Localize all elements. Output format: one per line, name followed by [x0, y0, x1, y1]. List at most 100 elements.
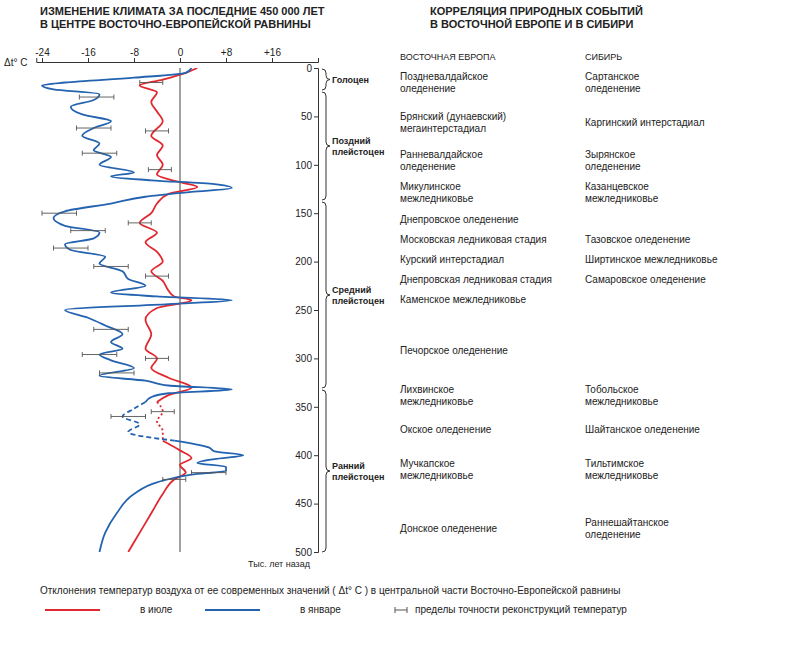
- event-label: Московская ледниковая стадия: [400, 234, 547, 245]
- error-bar-whisker: [82, 153, 117, 154]
- y-tick-label: 300: [295, 353, 312, 364]
- legend-label: в январе: [300, 604, 341, 615]
- y-tick: 400: [295, 450, 318, 461]
- y-tick: 450: [295, 498, 318, 509]
- legend-swatch: [45, 609, 100, 611]
- error-bar-cap: [116, 151, 117, 156]
- x-tick-mark: [180, 58, 181, 62]
- event-label-line: Мучкапское: [400, 458, 455, 469]
- event-label: Тильтимскоемежледниковье: [585, 458, 659, 481]
- event-label-line: межледниковье: [585, 396, 659, 407]
- event-label-line: Ширтинское межледниковье: [585, 254, 718, 265]
- event-label: Поздневалдайскоеоледенение: [400, 71, 489, 94]
- legend-label: пределы точности реконструкций температу…: [415, 604, 627, 615]
- y-axis: 050100150200250300350400450500: [295, 63, 318, 558]
- event-label: Лихвинскоемежледниковье: [400, 384, 474, 407]
- error-bar: [140, 80, 163, 85]
- y-axis-line: [314, 69, 319, 553]
- y-tick-label: 200: [295, 256, 312, 267]
- correlation-title: КОРРЕЛЯЦИЯ ПРИРОДНЫХ СОБЫТИЙВ ВОСТОЧНОЙ …: [430, 5, 643, 30]
- event-label: Шайтанское оледенение: [585, 424, 700, 435]
- error-bar-cap: [53, 246, 54, 251]
- series-line: [42, 68, 243, 552]
- error-bar-whisker: [94, 266, 129, 267]
- error-bar-whisker: [82, 354, 117, 355]
- y-tick-label: 0: [306, 63, 312, 74]
- y-tick: 100: [295, 160, 318, 171]
- event-label: Днепровская ледниковая стадия: [400, 274, 552, 285]
- column-header-line: ВОСТОЧНАЯ ЕВРОПА: [400, 52, 496, 62]
- error-bar-whisker: [94, 329, 129, 330]
- legend-label-line: в январе: [300, 604, 341, 615]
- error-bar: [111, 414, 146, 419]
- error-bar-cap: [148, 167, 149, 172]
- event-label: Зырянскоеоледенение: [585, 149, 641, 172]
- error-bar: [163, 477, 186, 482]
- event-label-line: Брянский (дунаевский): [400, 111, 506, 122]
- error-bar-cap: [79, 95, 80, 100]
- error-bar-cap: [42, 211, 43, 216]
- plot-area: [42, 68, 243, 552]
- error-bar-cap: [185, 477, 186, 482]
- event-label-line: межледниковье: [585, 193, 659, 204]
- event-label-line: Днепровская ледниковая стадия: [400, 274, 552, 285]
- event-label: Ширтинское межледниковье: [585, 254, 718, 265]
- epoch-label: Раннийплейстоцен: [332, 461, 384, 482]
- event-label-line: оледенение: [400, 161, 456, 172]
- error-bar-cap: [145, 274, 146, 279]
- error-bar-cap: [99, 370, 100, 375]
- error-bar: [192, 470, 227, 475]
- event-label-line: Сартанское: [585, 71, 640, 82]
- error-bar-cap: [168, 356, 169, 361]
- legend-errorbar-cap: [407, 607, 408, 613]
- error-bar-cap: [93, 264, 94, 269]
- error-bar-cap: [168, 128, 169, 133]
- legend-errorbar-cap: [395, 607, 396, 613]
- error-bar: [82, 151, 117, 156]
- error-bar-cap: [226, 470, 227, 475]
- x-axis-title-line: Δt° C: [4, 57, 27, 68]
- x-tick: +8: [221, 47, 233, 62]
- error-bar-cap: [171, 167, 172, 172]
- error-bar-whisker: [163, 479, 186, 480]
- legend-label: в июле: [140, 604, 173, 615]
- epoch-label-line: плейстоцен: [332, 296, 384, 306]
- event-label-line: Тильтимское: [585, 458, 645, 469]
- event-label-line: Казанцевское: [585, 181, 649, 192]
- x-tick-mark: [226, 58, 227, 62]
- epoch-brace: [322, 202, 330, 388]
- error-bar: [148, 167, 171, 172]
- epoch-label: Среднийплейстоцен: [332, 285, 384, 306]
- epoch-label-line: Ранний: [332, 461, 365, 471]
- x-tick-label: -8: [130, 47, 139, 58]
- event-label-line: Раннешайтанское: [585, 517, 669, 528]
- error-bar-cap: [111, 126, 112, 131]
- epoch-label-line: плейстоцен: [332, 147, 384, 157]
- title: ИЗМЕНЕНИЕ КЛИМАТА ЗА ПОСЛЕДНИЕ 450 000 Л…: [40, 5, 325, 30]
- error-bar-cap: [113, 95, 114, 100]
- event-label-line: Донское оледенение: [400, 523, 497, 534]
- error-bar-whisker: [151, 411, 174, 412]
- event-label-line: Поздневалдайское: [400, 71, 489, 82]
- event-label-line: межледниковье: [400, 470, 474, 481]
- error-bar: [42, 211, 77, 216]
- caption-line: Отклонения температур воздуха от ее совр…: [40, 585, 621, 596]
- y-tick: 350: [295, 402, 318, 413]
- x-tick-label: -24: [35, 47, 50, 58]
- legend-errorbar-symbol: [395, 610, 407, 611]
- event-label-line: Московская ледниковая стадия: [400, 234, 547, 245]
- error-bar-whisker: [54, 248, 89, 249]
- y-tick-label: 100: [295, 160, 312, 171]
- legend-swatch: [205, 609, 260, 611]
- x-tick: -8: [130, 47, 139, 62]
- epoch-brace: [322, 92, 330, 200]
- x-axis-line: [37, 58, 319, 63]
- y-tick-label: 500: [295, 547, 312, 558]
- event-label-line: Курский интерстадиал: [400, 254, 504, 265]
- y-tick: 0: [306, 63, 318, 74]
- error-bar-cap: [105, 228, 106, 233]
- event-label: Тобольскоемежледниковье: [585, 384, 659, 407]
- x-tick-mark: [134, 58, 135, 62]
- error-bar-cap: [191, 470, 192, 475]
- x-tick-label: -16: [81, 47, 96, 58]
